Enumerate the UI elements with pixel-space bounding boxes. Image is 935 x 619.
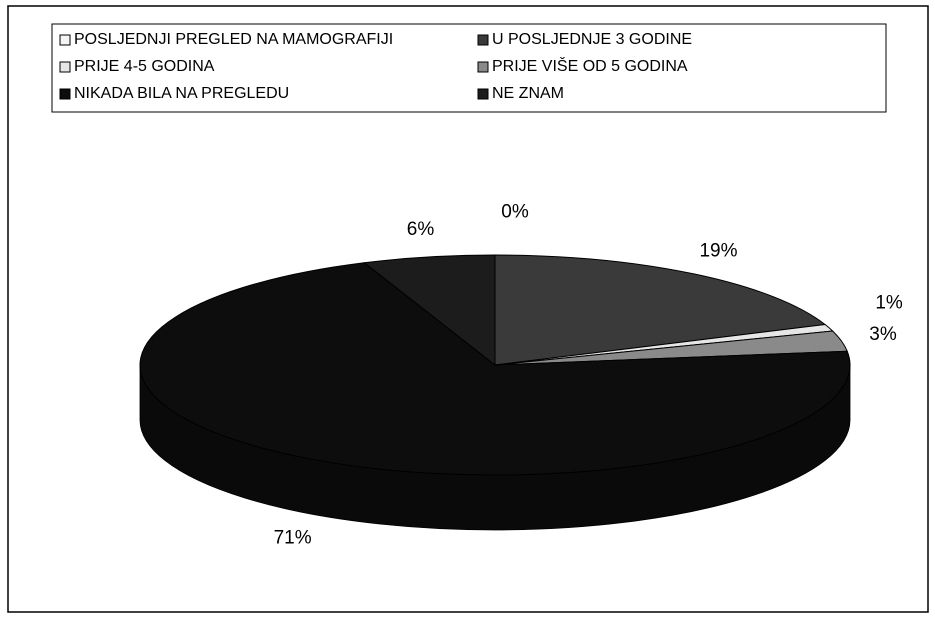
legend-label: PRIJE 4-5 GODINA: [74, 58, 215, 75]
slice: [139, 262, 851, 476]
legend-swatch: [477, 34, 489, 46]
legend-swatch: [477, 88, 489, 100]
data-label: 6%: [407, 219, 435, 240]
slice: [494, 254, 827, 366]
legend-label: U POSLJEDNJE 3 GODINE: [492, 31, 692, 48]
data-label: 0%: [501, 202, 529, 223]
data-label: 1%: [875, 292, 903, 313]
data-label: 19%: [699, 240, 737, 261]
legend-label: PRIJE VIŠE OD 5 GODINA: [492, 56, 688, 75]
slice: [363, 254, 496, 367]
legend-swatch: [59, 61, 71, 73]
legend-label: NIKADA BILA NA PREGLEDU: [74, 85, 289, 102]
data-label: 71%: [274, 527, 312, 548]
legend-swatch: [477, 61, 489, 73]
legend-swatch: [59, 34, 71, 46]
legend-box: [51, 23, 887, 113]
legend-label: NE ZNAM: [492, 85, 564, 102]
legend-swatch: [59, 88, 71, 100]
data-label: 3%: [869, 324, 897, 345]
legend-label: POSLJEDNJI PREGLED NA MAMOGRAFIJI: [74, 31, 393, 48]
